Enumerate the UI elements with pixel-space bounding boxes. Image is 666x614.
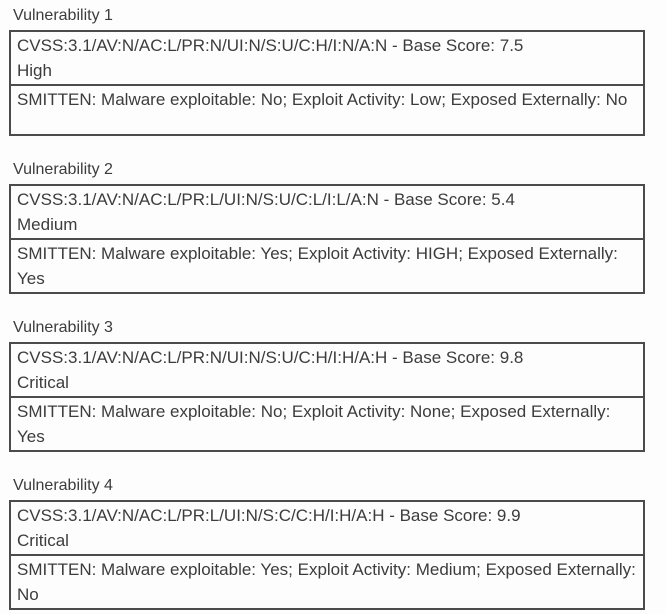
cvss-row: CVSS:3.1/AV:N/AC:L/PR:L/UI:N/S:U/C:L/I:L… bbox=[11, 186, 643, 238]
cvss-vector-text: CVSS:3.1/AV:N/AC:L/PR:L/UI:N/S:U/C:L/I:L… bbox=[17, 190, 515, 209]
cvss-row: CVSS:3.1/AV:N/AC:L/PR:N/UI:N/S:U/C:H/I:H… bbox=[11, 344, 643, 396]
severity-label: Critical bbox=[17, 531, 69, 550]
smitten-row: SMITTEN: Malware exploitable: No; Exploi… bbox=[11, 84, 643, 134]
vulnerability-table: CVSS:3.1/AV:N/AC:L/PR:N/UI:N/S:U/C:H/I:H… bbox=[9, 342, 645, 452]
smitten-row: SMITTEN: Malware exploitable: Yes; Explo… bbox=[11, 238, 643, 292]
severity-label: High bbox=[17, 61, 52, 80]
smitten-text: SMITTEN: Malware exploitable: No; Exploi… bbox=[17, 402, 611, 446]
cvss-row: CVSS:3.1/AV:N/AC:L/PR:L/UI:N/S:C/C:H/I:H… bbox=[11, 502, 643, 554]
severity-label: Critical bbox=[17, 373, 69, 392]
vulnerability-title: Vulnerability 1 bbox=[13, 7, 113, 24]
vulnerability-block-3: Vulnerability 3 CVSS:3.1/AV:N/AC:L/PR:N/… bbox=[9, 318, 657, 452]
vulnerability-title: Vulnerability 4 bbox=[13, 477, 113, 494]
vulnerability-title: Vulnerability 2 bbox=[13, 161, 113, 178]
cvss-vector-text: CVSS:3.1/AV:N/AC:L/PR:N/UI:N/S:U/C:H/I:N… bbox=[17, 36, 524, 55]
vulnerability-table: CVSS:3.1/AV:N/AC:L/PR:L/UI:N/S:U/C:L/I:L… bbox=[9, 184, 645, 294]
severity-label: Medium bbox=[17, 215, 78, 234]
vulnerability-block-1: Vulnerability 1 CVSS:3.1/AV:N/AC:L/PR:N/… bbox=[9, 6, 657, 136]
vulnerability-title: Vulnerability 3 bbox=[13, 319, 113, 336]
cvss-vector-text: CVSS:3.1/AV:N/AC:L/PR:N/UI:N/S:U/C:H/I:H… bbox=[17, 348, 524, 367]
smitten-text: SMITTEN: Malware exploitable: No; Exploi… bbox=[17, 90, 628, 109]
vulnerability-table: CVSS:3.1/AV:N/AC:L/PR:N/UI:N/S:U/C:H/I:N… bbox=[9, 30, 645, 136]
cvss-vector-text: CVSS:3.1/AV:N/AC:L/PR:L/UI:N/S:C/C:H/I:H… bbox=[17, 506, 521, 525]
smitten-text: SMITTEN: Malware exploitable: Yes; Explo… bbox=[17, 244, 618, 288]
vulnerability-table: CVSS:3.1/AV:N/AC:L/PR:L/UI:N/S:C/C:H/I:H… bbox=[9, 500, 645, 610]
vulnerability-block-2: Vulnerability 2 CVSS:3.1/AV:N/AC:L/PR:L/… bbox=[9, 160, 657, 294]
smitten-text: SMITTEN: Malware exploitable: Yes; Explo… bbox=[17, 560, 636, 604]
smitten-row: SMITTEN: Malware exploitable: Yes; Explo… bbox=[11, 554, 643, 608]
vulnerability-block-4: Vulnerability 4 CVSS:3.1/AV:N/AC:L/PR:L/… bbox=[9, 476, 657, 610]
cvss-row: CVSS:3.1/AV:N/AC:L/PR:N/UI:N/S:U/C:H/I:N… bbox=[11, 32, 643, 84]
smitten-row: SMITTEN: Malware exploitable: No; Exploi… bbox=[11, 396, 643, 450]
